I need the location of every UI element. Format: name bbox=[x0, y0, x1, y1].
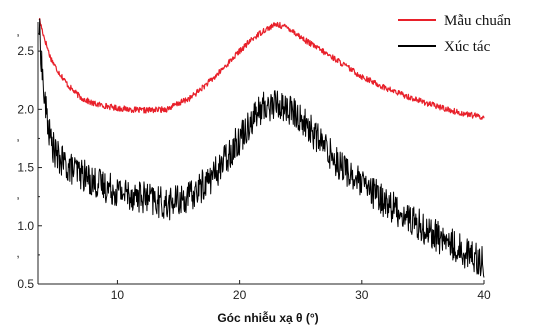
y-tick-label: 0.5 bbox=[17, 277, 34, 291]
series-lines bbox=[38, 17, 485, 278]
legend-label: Mẫu chuẩn bbox=[444, 13, 512, 29]
axes bbox=[37, 22, 485, 285]
y-tick-label: 1.0 bbox=[17, 219, 34, 233]
y-minor-tick-label: , bbox=[16, 25, 19, 39]
x-tick-label: 30 bbox=[355, 288, 369, 302]
y-minor-tick-label: , bbox=[16, 129, 19, 143]
x-tick-label: 10 bbox=[111, 288, 125, 302]
y-tick-label: 2.0 bbox=[17, 102, 34, 116]
x-axis-label: Góc nhiễu xạ θ (°) bbox=[217, 310, 318, 325]
y-minor-tick-label: , bbox=[16, 246, 19, 260]
series-line bbox=[38, 17, 485, 120]
legend-label: Xúc tác bbox=[444, 39, 491, 55]
y-tick-label: 2.5 bbox=[17, 44, 34, 58]
x-tick-label: 20 bbox=[233, 288, 247, 302]
legend: Mẫu chuẩn Xúc tác bbox=[398, 13, 512, 55]
y-minor-tick-label: , bbox=[16, 188, 19, 202]
x-tick-label: 40 bbox=[477, 288, 491, 302]
series-line bbox=[38, 18, 485, 278]
y-tick-label: 1.5 bbox=[17, 161, 34, 175]
tick-labels: 10 20 30 40 0.5 1.0 1.5 2.0 2.5,,,, bbox=[16, 25, 491, 302]
